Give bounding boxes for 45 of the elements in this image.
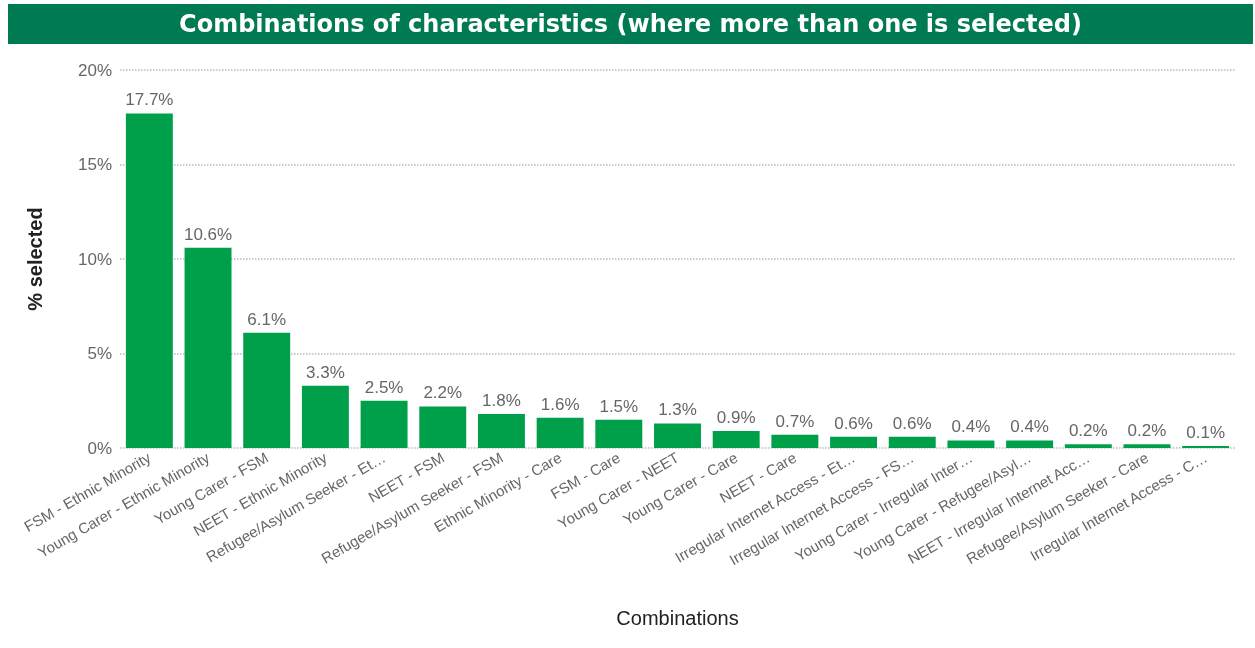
bar xyxy=(595,419,643,448)
y-tick-label: 10% xyxy=(77,249,112,269)
data-label: 1.8% xyxy=(482,390,521,410)
data-label: 0.1% xyxy=(1186,423,1226,443)
data-label: 17.7% xyxy=(125,90,174,110)
data-label: 0.6% xyxy=(834,413,873,433)
bar xyxy=(536,417,584,448)
y-tick-label: 20% xyxy=(77,60,112,80)
bar xyxy=(1006,440,1054,448)
data-label: 1.5% xyxy=(599,396,639,416)
bar xyxy=(654,423,701,448)
bar xyxy=(888,436,936,448)
y-tick-label: 5% xyxy=(87,344,112,363)
data-label: 0.4% xyxy=(951,417,991,437)
data-label: 6.1% xyxy=(247,309,287,329)
data-label: 2.2% xyxy=(423,383,463,403)
data-label: 0.2% xyxy=(1127,421,1167,441)
data-label: 2.5% xyxy=(364,377,404,397)
y-tick-label: 15% xyxy=(77,155,112,174)
data-label: 1.6% xyxy=(540,394,580,414)
bar xyxy=(1064,444,1112,448)
y-tick-label: 0% xyxy=(87,438,112,458)
bar xyxy=(360,400,408,448)
bar xyxy=(1123,444,1171,448)
bar xyxy=(947,440,995,448)
bar xyxy=(771,434,819,448)
bar xyxy=(125,113,173,448)
chart-title: Combinations of characteristics (where more than one is selected) xyxy=(8,4,1253,44)
data-label: 10.6% xyxy=(183,224,233,244)
x-axis-title: Combinations xyxy=(616,607,739,629)
bar xyxy=(419,406,467,448)
data-label: 0.7% xyxy=(775,411,815,431)
data-label: 0.9% xyxy=(716,407,756,427)
data-label: 0.2% xyxy=(1068,421,1108,441)
y-axis-title: % selected xyxy=(24,207,46,311)
bar xyxy=(712,430,760,448)
data-label: 0.6% xyxy=(892,413,932,433)
bar xyxy=(477,413,525,448)
data-label: 0.4% xyxy=(1010,417,1049,437)
bar xyxy=(301,385,349,448)
bar xyxy=(184,247,232,448)
bar xyxy=(243,332,291,448)
bar xyxy=(830,436,878,448)
data-label: 3.3% xyxy=(306,362,345,382)
data-label: 1.3% xyxy=(658,400,697,420)
